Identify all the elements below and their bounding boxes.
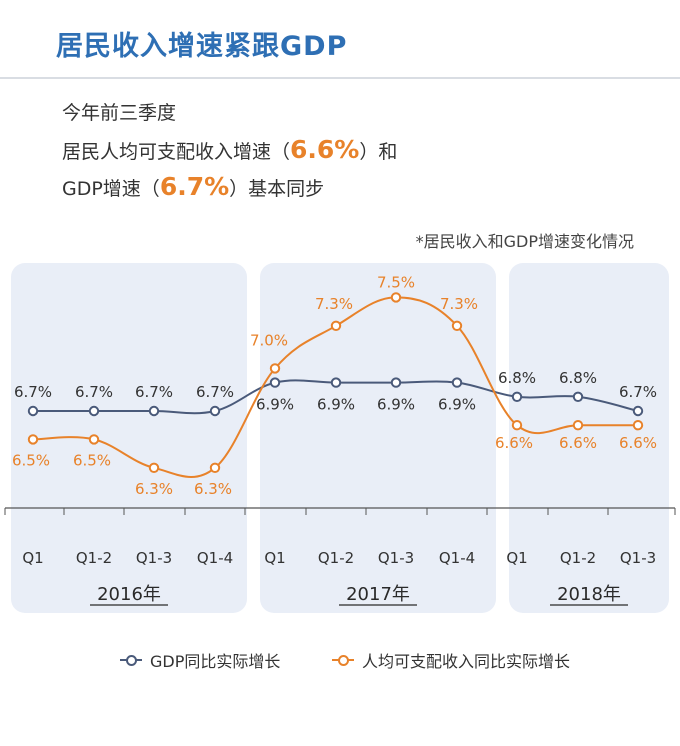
data-point [148,405,160,417]
data-point [511,420,523,431]
data-label: 6.7% [75,383,113,401]
data-label: 6.9% [256,396,294,414]
data-point [209,462,221,473]
data-point [330,320,342,331]
data-label: 6.6% [559,434,597,452]
year-group-label: 2016年 [97,584,161,605]
data-label: 6.5% [12,451,50,469]
data-label: 7.0% [250,331,288,349]
data-label: 6.9% [377,396,415,414]
subtitle-text: ）基本同步 [229,178,325,200]
x-tick-label: Q1-3 [378,549,414,567]
legend-item-income: 人均可支配收入同比实际增长 [332,648,570,672]
chart-legend: GDP同比实际增长 人均可支配收入同比实际增长 [0,648,680,678]
data-point [148,462,160,473]
subtitle-text: 居民人均可支配收入增速（ [62,141,291,163]
data-label: 6.3% [135,480,173,498]
data-point [269,377,281,388]
data-point [451,377,463,388]
data-label: 6.7% [14,383,52,401]
x-tick-label: Q1-2 [560,549,596,567]
page-title: 居民收入增速紧跟GDP [56,31,348,62]
data-label: 6.6% [495,434,533,452]
x-tick-label: Q1-3 [136,549,172,567]
data-point [390,292,402,303]
data-label: 6.5% [73,451,111,469]
legend-gdp-label: GDP同比实际增长 [150,652,281,671]
x-tick-label: Q1-2 [76,549,112,567]
growth-line-chart: Q1 Q1-2 Q1-3 Q1-4 Q1 Q1-2 Q1-3 Q1-4 Q1 Q1-2 Q1-3 20… [4,273,676,606]
x-tick-label: Q1 [22,549,43,567]
x-tick-label: Q1-3 [620,549,656,567]
data-label: 6.8% [498,369,536,387]
x-tick-label: Q1-2 [318,549,354,567]
x-tick-label: Q1 [506,549,527,567]
data-point [572,391,584,402]
data-label: 6.7% [619,383,657,401]
legend-gdp-line-icon [120,655,142,666]
data-label: 6.6% [619,434,657,452]
income-growth-highlight: 6.6% [290,135,360,164]
data-point [269,363,281,374]
year-group-label: 2017年 [346,584,410,605]
legend-item-gdp: GDP同比实际增长 [120,648,280,672]
subtitle-line-3: GDP增速（6.7%）基本同步 [62,172,324,201]
data-point [632,420,644,431]
data-point [27,434,39,445]
title-divider [0,77,680,79]
data-point [27,405,39,417]
data-point [88,405,100,417]
data-label: 6.7% [135,383,173,401]
data-label: 6.9% [317,396,355,414]
year-group-label: 2018年 [557,584,621,605]
subtitle-line-2: 居民人均可支配收入增速（6.6%）和 [62,135,397,164]
x-tick-label: Q1-4 [439,549,475,567]
data-point [330,377,342,388]
data-point [209,405,221,417]
data-label: 6.8% [559,369,597,387]
data-label: 7.3% [315,295,353,313]
chart-note: *居民收入和GDP增速变化情况 [415,232,634,251]
gdp-growth-highlight: 6.7% [159,172,230,201]
x-tick-label: Q1 [264,549,285,567]
data-label: 6.9% [438,396,476,414]
data-point [390,377,402,388]
legend-income-line-icon [332,655,354,666]
x-tick-label: Q1-4 [197,549,233,567]
data-point [632,405,644,417]
data-label: 6.3% [194,480,232,498]
subtitle-line-1: 今年前三季度 [62,102,177,124]
data-label: 7.3% [440,295,478,313]
data-point [88,434,100,445]
subtitle-text: GDP增速（ [62,178,160,200]
legend-income-label: 人均可支配收入同比实际增长 [362,652,571,671]
data-label: 6.7% [196,383,234,401]
subtitle-text: ）和 [359,141,398,163]
data-point [572,420,584,431]
data-point [511,391,523,402]
data-point [451,320,463,331]
year-panel-2018 [509,263,669,613]
data-label: 7.5% [377,273,415,291]
